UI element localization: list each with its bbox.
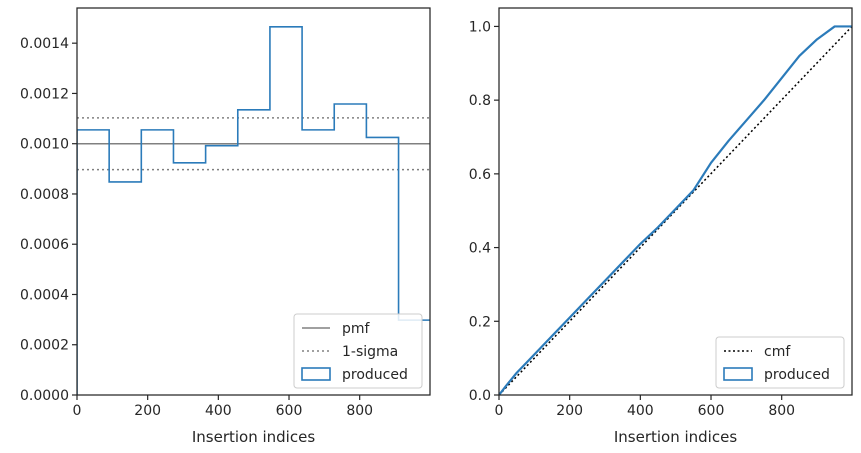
hist-ytick-label: 0.0014 <box>20 36 69 52</box>
cmf-ytick-label: 0.6 <box>469 167 491 183</box>
hist-legend-box <box>293 313 423 389</box>
cmf-xtick-label: 400 <box>627 403 654 419</box>
hist-axes-frame <box>76 7 431 396</box>
cmf-ytick-label: 0.2 <box>469 314 491 330</box>
cmf-xlabel: Insertion indices <box>614 428 737 446</box>
cmf-xtick-label: 200 <box>556 403 583 419</box>
hist-ytick-label: 0.0012 <box>20 86 69 102</box>
hist-ytick-label: 0.0006 <box>20 237 69 253</box>
hist-ytick-label: 0.0010 <box>20 137 69 153</box>
produced-cmf-curve <box>499 25 852 395</box>
cmf-ytick-label: 0.4 <box>469 241 491 257</box>
hist-xtick-label: 600 <box>276 403 303 419</box>
cmf-legend-box <box>715 336 845 389</box>
legend-produced-label: produced <box>764 367 830 383</box>
legend-pmf-label: pmf <box>342 321 371 337</box>
hist-xlabel: Insertion indices <box>192 428 315 446</box>
legend-produced-swatch <box>723 367 753 381</box>
cmf-ytick-label: 0.8 <box>469 93 491 109</box>
cmf-xtick-label: 600 <box>698 403 725 419</box>
cmf-plot-area <box>499 25 852 395</box>
hist-xtick-label: 200 <box>134 403 161 419</box>
cmf-ytick-label: 1.0 <box>469 19 491 35</box>
produced-histogram-step <box>77 26 430 395</box>
legend-sigma-label: 1-sigma <box>342 344 398 360</box>
hist-xtick-label: 0 <box>73 403 82 419</box>
cmf-xtick-label: 800 <box>768 403 795 419</box>
hist-xtick-label: 800 <box>346 403 373 419</box>
hist-ytick-label: 0.0004 <box>20 287 69 303</box>
hist-xtick-label: 400 <box>205 403 232 419</box>
pmf-histogram-panel: 0 200 400 600 800 0.0000 0.0002 0.0004 0.0006 0.0… <box>20 7 431 446</box>
cmf-legend: cmf produced <box>715 336 845 389</box>
cmf-ytick-label: 0.0 <box>469 388 491 404</box>
legend-produced-swatch <box>301 367 331 381</box>
hist-ytick-label: 0.0008 <box>20 187 69 203</box>
hist-ytick-label: 0.0002 <box>20 338 69 354</box>
legend-produced-label: produced <box>342 367 408 383</box>
legend-cmf-label: cmf <box>764 344 791 360</box>
hist-ytick-label: 0.0000 <box>20 388 69 404</box>
cmf-axes-frame <box>498 7 853 396</box>
hist-plot-area <box>77 26 430 395</box>
cmf-panel: 0 200 400 600 800 0.0 0.2 0.4 0.6 0.8 1.0 Insertion… <box>469 7 853 446</box>
hist-legend: pmf 1-sigma produced <box>293 313 423 389</box>
cmf-xtick-label: 0 <box>495 403 504 419</box>
